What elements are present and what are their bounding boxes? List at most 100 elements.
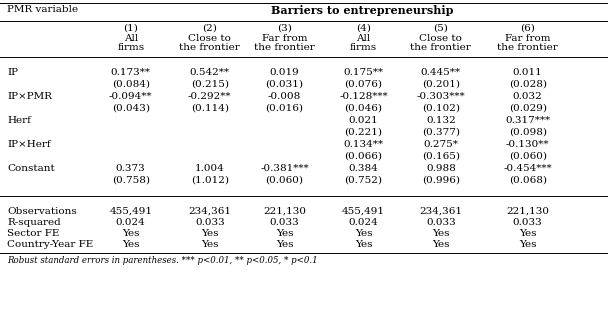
- Text: (0.016): (0.016): [266, 104, 303, 113]
- Text: (0.215): (0.215): [191, 80, 229, 89]
- Text: 0.033: 0.033: [270, 218, 299, 227]
- Text: 0.445**: 0.445**: [421, 68, 461, 77]
- Text: (0.165): (0.165): [422, 152, 460, 161]
- Text: (6): (6): [520, 24, 535, 33]
- Text: Yes: Yes: [276, 240, 293, 249]
- Text: 0.275*: 0.275*: [423, 140, 458, 149]
- Text: 0.033: 0.033: [195, 218, 224, 227]
- Text: Yes: Yes: [519, 229, 536, 238]
- Text: the frontier: the frontier: [410, 43, 471, 52]
- Text: Robust standard errors in parentheses. *** p<0.01, ** p<0.05, * p<0.1: Robust standard errors in parentheses. *…: [7, 256, 318, 265]
- Text: Yes: Yes: [201, 240, 218, 249]
- Text: (0.046): (0.046): [345, 104, 382, 113]
- Text: Yes: Yes: [276, 229, 293, 238]
- Text: 221,130: 221,130: [263, 207, 306, 216]
- Text: -0.128***: -0.128***: [339, 92, 388, 101]
- Text: 0.021: 0.021: [349, 116, 378, 125]
- Text: 1.004: 1.004: [195, 164, 224, 173]
- Text: 455,491: 455,491: [109, 207, 152, 216]
- Text: -0.303***: -0.303***: [416, 92, 465, 101]
- Text: (2): (2): [202, 24, 217, 33]
- Text: (1): (1): [123, 24, 138, 33]
- Text: 0.019: 0.019: [270, 68, 299, 77]
- Text: the frontier: the frontier: [254, 43, 315, 52]
- Text: (0.084): (0.084): [112, 80, 150, 89]
- Text: Close to: Close to: [188, 34, 231, 43]
- Text: (0.752): (0.752): [345, 176, 382, 185]
- Text: (0.102): (0.102): [422, 104, 460, 113]
- Text: IP×PMR: IP×PMR: [7, 92, 52, 101]
- Text: Yes: Yes: [355, 240, 372, 249]
- Text: (0.996): (0.996): [422, 176, 460, 185]
- Text: Far from: Far from: [262, 34, 307, 43]
- Text: 0.384: 0.384: [349, 164, 378, 173]
- Text: All: All: [356, 34, 371, 43]
- Text: 0.175**: 0.175**: [344, 68, 384, 77]
- Text: Yes: Yes: [432, 229, 449, 238]
- Text: Yes: Yes: [122, 240, 139, 249]
- Text: (0.076): (0.076): [345, 80, 382, 89]
- Text: (0.221): (0.221): [345, 128, 382, 137]
- Text: (0.201): (0.201): [422, 80, 460, 89]
- Text: (0.114): (0.114): [191, 104, 229, 113]
- Text: R-squared: R-squared: [7, 218, 61, 227]
- Text: Country-Year FE: Country-Year FE: [7, 240, 94, 249]
- Text: (0.098): (0.098): [509, 128, 547, 137]
- Text: -0.094**: -0.094**: [109, 92, 153, 101]
- Text: 455,491: 455,491: [342, 207, 385, 216]
- Text: 0.988: 0.988: [426, 164, 455, 173]
- Text: IP: IP: [7, 68, 18, 77]
- Text: IP×Herf: IP×Herf: [7, 140, 51, 149]
- Text: 221,130: 221,130: [506, 207, 549, 216]
- Text: -0.292**: -0.292**: [188, 92, 232, 101]
- Text: -0.454***: -0.454***: [503, 164, 552, 173]
- Text: (3): (3): [277, 24, 292, 33]
- Text: Observations: Observations: [7, 207, 77, 216]
- Text: Yes: Yes: [201, 229, 218, 238]
- Text: Herf: Herf: [7, 116, 31, 125]
- Text: 0.011: 0.011: [513, 68, 542, 77]
- Text: (0.068): (0.068): [509, 176, 547, 185]
- Text: 0.033: 0.033: [426, 218, 455, 227]
- Text: 0.032: 0.032: [513, 92, 542, 101]
- Text: 0.173**: 0.173**: [111, 68, 151, 77]
- Text: 0.024: 0.024: [116, 218, 145, 227]
- Text: Close to: Close to: [420, 34, 462, 43]
- Text: PMR variable: PMR variable: [7, 5, 78, 14]
- Text: 0.033: 0.033: [513, 218, 542, 227]
- Text: (0.028): (0.028): [509, 80, 547, 89]
- Text: 0.134**: 0.134**: [344, 140, 384, 149]
- Text: Far from: Far from: [505, 34, 550, 43]
- Text: (0.029): (0.029): [509, 104, 547, 113]
- Text: -0.130**: -0.130**: [506, 140, 550, 149]
- Text: Constant: Constant: [7, 164, 55, 173]
- Text: (0.043): (0.043): [112, 104, 150, 113]
- Text: Yes: Yes: [432, 240, 449, 249]
- Text: (0.031): (0.031): [266, 80, 303, 89]
- Text: the frontier: the frontier: [497, 43, 558, 52]
- Text: 0.132: 0.132: [426, 116, 455, 125]
- Text: Yes: Yes: [355, 229, 372, 238]
- Text: firms: firms: [117, 43, 144, 52]
- Text: 0.373: 0.373: [116, 164, 145, 173]
- Text: Yes: Yes: [122, 229, 139, 238]
- Text: the frontier: the frontier: [179, 43, 240, 52]
- Text: (4): (4): [356, 24, 371, 33]
- Text: All: All: [123, 34, 138, 43]
- Text: 0.024: 0.024: [349, 218, 378, 227]
- Text: (0.060): (0.060): [509, 152, 547, 161]
- Text: (5): (5): [434, 24, 448, 33]
- Text: 0.542**: 0.542**: [190, 68, 230, 77]
- Text: 234,361: 234,361: [420, 207, 462, 216]
- Text: (0.060): (0.060): [266, 176, 303, 185]
- Text: 234,361: 234,361: [188, 207, 231, 216]
- Text: (1.012): (1.012): [191, 176, 229, 185]
- Text: (0.758): (0.758): [112, 176, 150, 185]
- Text: Barriers to entrepreneurship: Barriers to entrepreneurship: [271, 5, 453, 16]
- Text: Yes: Yes: [519, 240, 536, 249]
- Text: firms: firms: [350, 43, 377, 52]
- Text: 0.317***: 0.317***: [505, 116, 550, 125]
- Text: -0.381***: -0.381***: [260, 164, 309, 173]
- Text: Sector FE: Sector FE: [7, 229, 60, 238]
- Text: (0.377): (0.377): [422, 128, 460, 137]
